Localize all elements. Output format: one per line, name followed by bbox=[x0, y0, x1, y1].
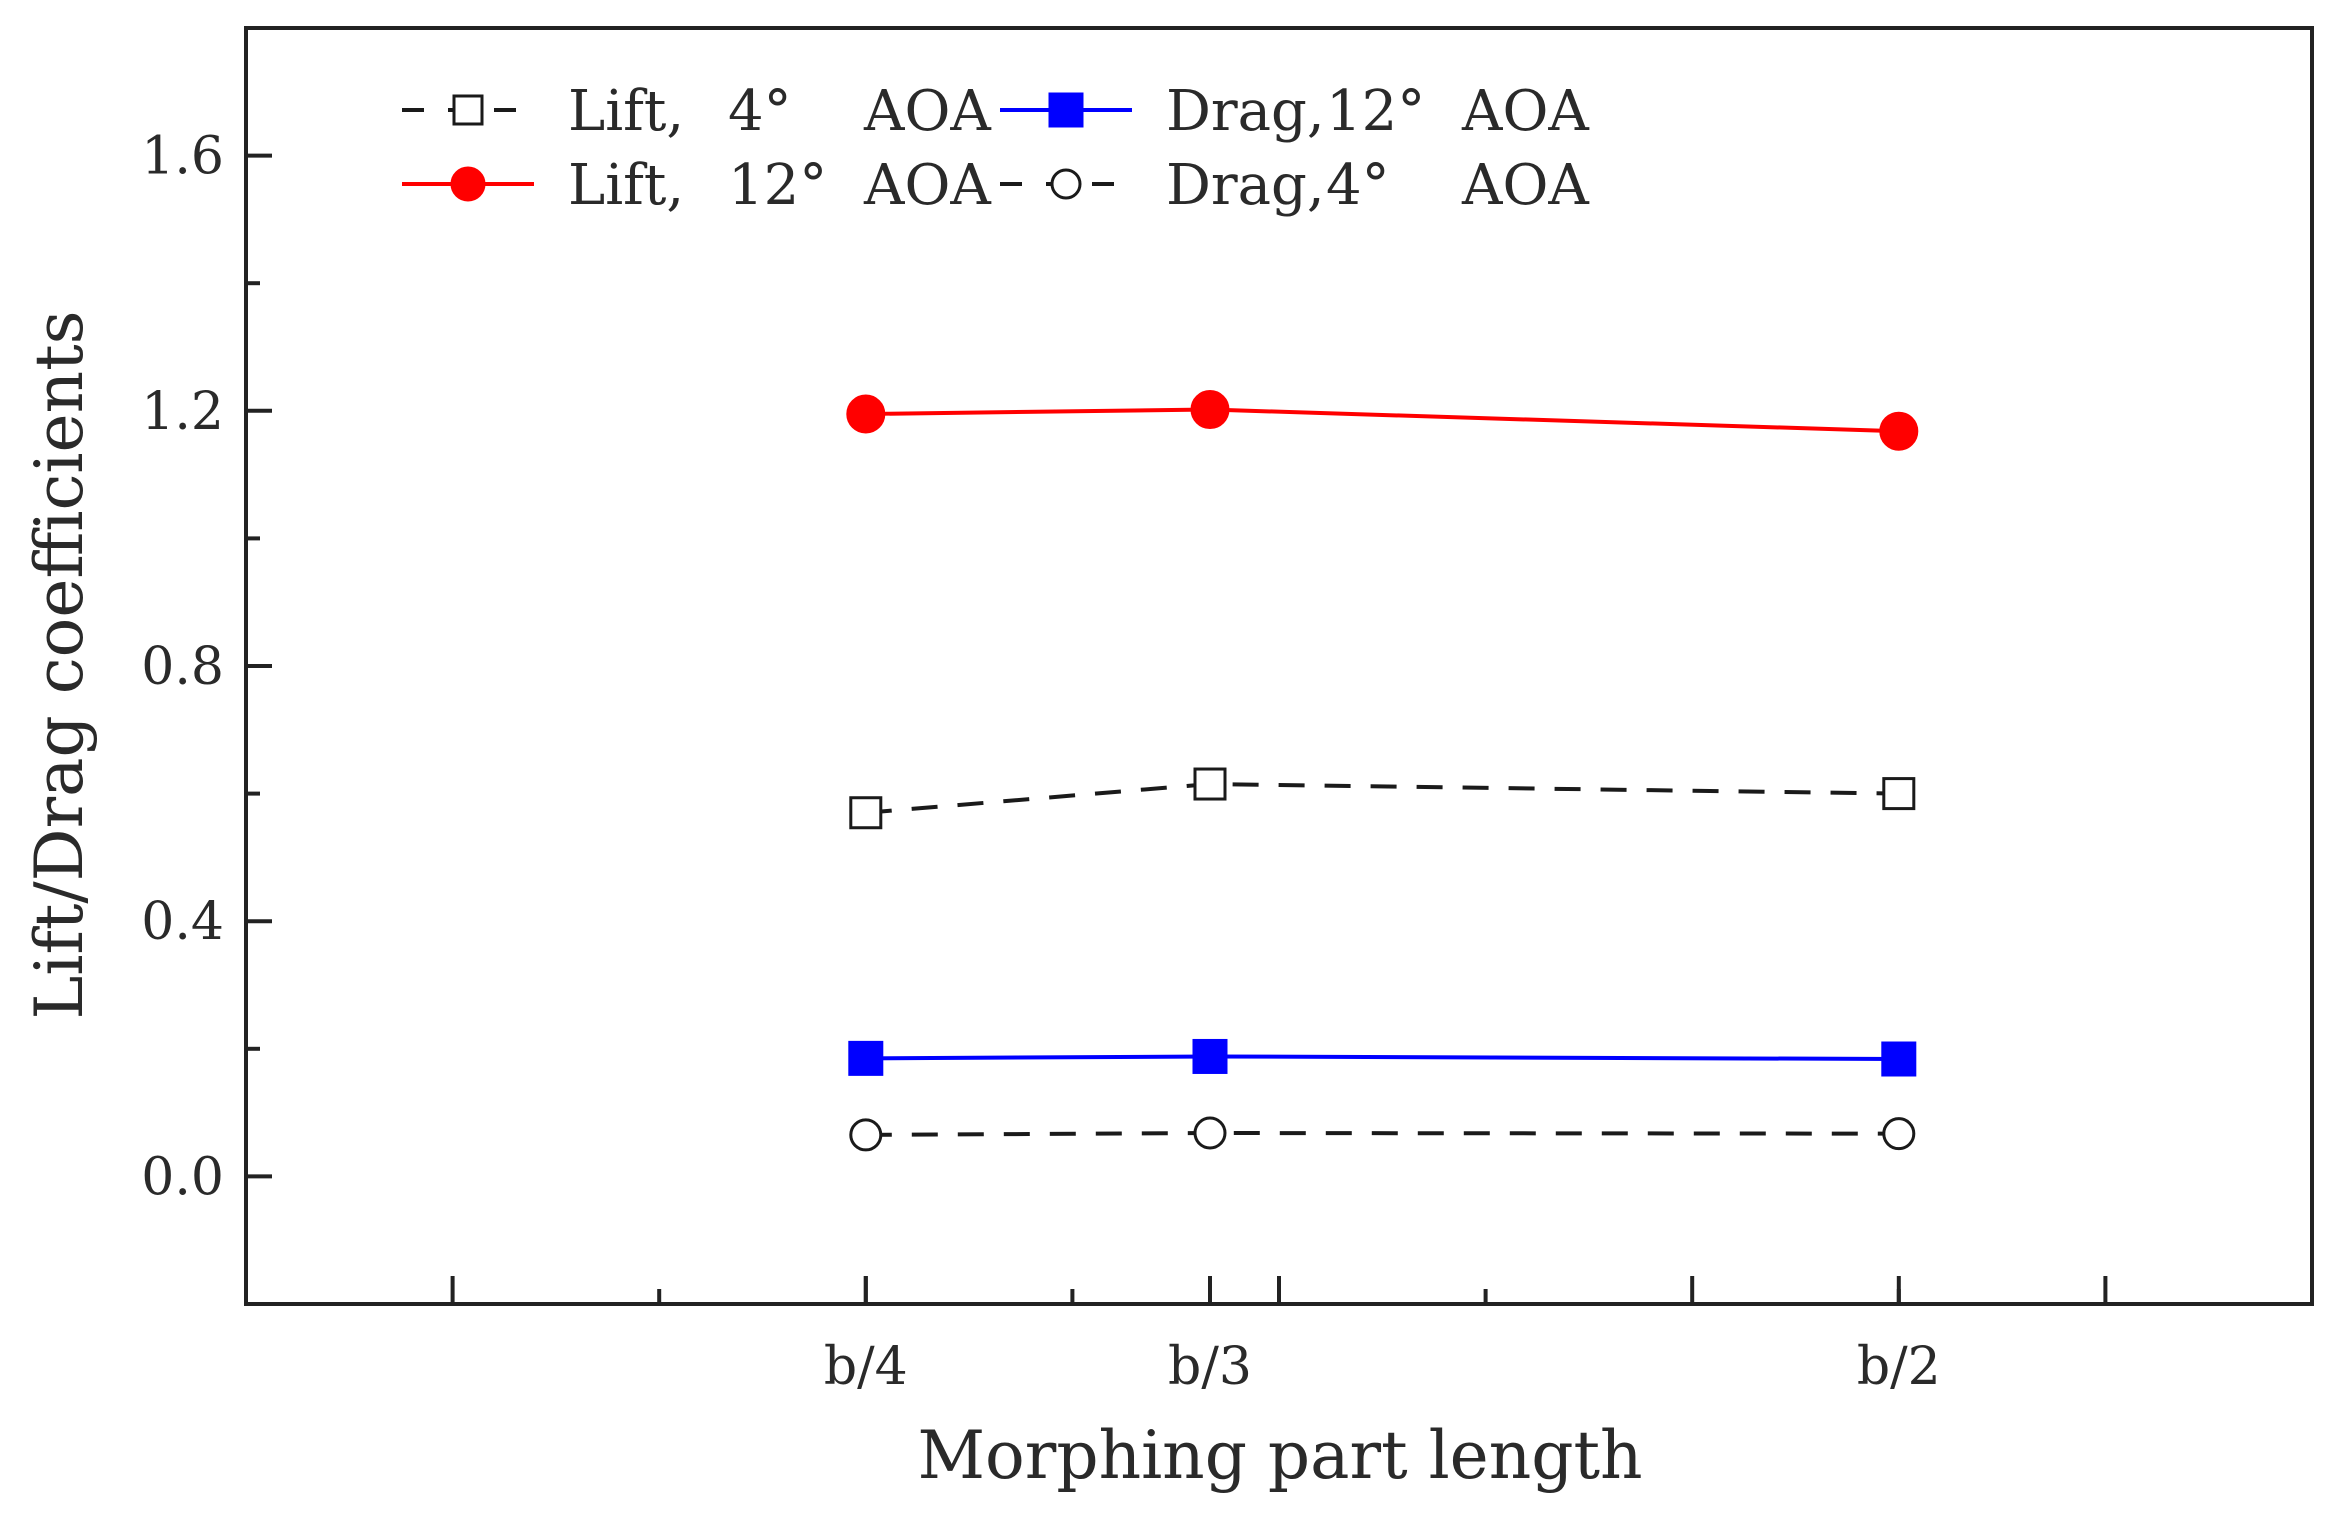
legend-label: Lift, bbox=[568, 153, 684, 218]
series-1 bbox=[848, 1038, 1917, 1077]
legend-aoa: AOA bbox=[1461, 153, 1589, 218]
legend-marker bbox=[1050, 168, 1082, 200]
series-0 bbox=[849, 767, 1916, 830]
data-point bbox=[846, 394, 886, 434]
data-point bbox=[848, 1040, 884, 1076]
legend-marker bbox=[450, 166, 486, 202]
legend-angle: 12° bbox=[1326, 79, 1425, 144]
series-line bbox=[865, 1131, 1899, 1137]
y-tick-label: 1.6 bbox=[141, 127, 224, 187]
y-axis: 0.0 0.4 0.8 1.2 1.6 bbox=[141, 26, 272, 1306]
x-axis: b/4 b/3 b/2 bbox=[450, 1276, 2108, 1397]
data-point bbox=[1192, 1038, 1228, 1074]
x-tick-label: b/3 bbox=[1168, 1337, 1252, 1397]
legend-angle: 12° bbox=[728, 153, 827, 218]
legend-entry: Lift, 4° AOA bbox=[402, 79, 991, 144]
y-tick-label: 0.0 bbox=[141, 1147, 224, 1207]
y-axis-title: Lift/Drag coefficients bbox=[21, 311, 98, 1020]
y-tick-label: 1.2 bbox=[141, 382, 224, 442]
x-tick-label: b/2 bbox=[1857, 1337, 1941, 1397]
data-point bbox=[849, 796, 883, 830]
x-tick-label: b/4 bbox=[824, 1337, 908, 1397]
legend-angle: 4° bbox=[728, 79, 792, 144]
legend-label: Drag, bbox=[1166, 79, 1325, 144]
legend-angle: 4° bbox=[1326, 153, 1390, 218]
series-3 bbox=[849, 1116, 1916, 1152]
legend-marker bbox=[452, 94, 484, 126]
data-point bbox=[1879, 411, 1919, 451]
legend-marker bbox=[1048, 92, 1084, 128]
data-point bbox=[1882, 777, 1916, 811]
data-point bbox=[1190, 390, 1230, 430]
data-point bbox=[1882, 1117, 1916, 1151]
legend-entry: Drag, 4° AOA bbox=[1000, 153, 1589, 218]
data-point bbox=[849, 1118, 883, 1152]
legend-label: Lift, bbox=[568, 79, 684, 144]
data-point bbox=[1193, 1116, 1227, 1150]
legend-aoa: AOA bbox=[1461, 79, 1589, 144]
legend-label: Drag, bbox=[1166, 153, 1325, 218]
legend-aoa: AOA bbox=[863, 79, 991, 144]
data-point bbox=[1881, 1041, 1917, 1077]
y-tick-label: 0.4 bbox=[141, 892, 224, 952]
data-point bbox=[1193, 767, 1227, 801]
y-tick-label: 0.8 bbox=[141, 637, 224, 697]
series-2 bbox=[846, 390, 1919, 451]
x-axis-title: Morphing part length bbox=[917, 1417, 1642, 1494]
series-line bbox=[865, 1054, 1899, 1062]
legend-entry: Lift, 12° AOA bbox=[402, 153, 991, 218]
legend-entry: Drag, 12° AOA bbox=[1000, 79, 1589, 144]
series-layer bbox=[846, 390, 1919, 1152]
legend-aoa: AOA bbox=[863, 153, 991, 218]
